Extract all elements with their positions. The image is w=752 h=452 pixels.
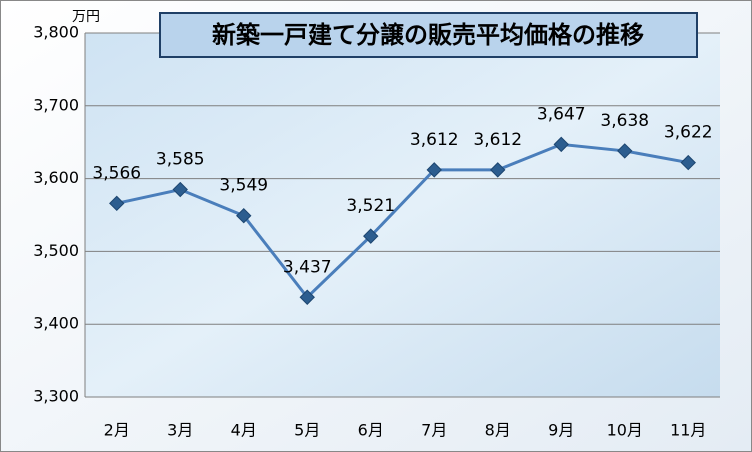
x-tick-label: 3月 (167, 421, 193, 440)
data-label: 3,585 (156, 150, 205, 170)
data-point (236, 208, 252, 224)
x-tick-label: 5月 (294, 421, 320, 440)
data-point (426, 162, 442, 178)
data-label: 3,612 (410, 130, 459, 150)
data-point (172, 181, 188, 198)
data-point (680, 154, 696, 171)
x-tick-label: 11月 (670, 421, 706, 440)
x-tick-label: 6月 (358, 421, 384, 440)
data-label: 3,521 (346, 196, 395, 216)
data-label: 3,612 (473, 130, 522, 150)
data-label: 3,622 (664, 123, 713, 143)
y-tick-label: 3,600 (33, 168, 79, 187)
plot-area (85, 33, 720, 397)
x-tick-label: 7月 (421, 421, 447, 440)
y-tick-label: 3,300 (33, 387, 79, 406)
data-point (553, 136, 569, 153)
x-tick-label: 4月 (231, 421, 257, 440)
data-label: 3,549 (219, 176, 268, 196)
y-tick-label: 3,700 (33, 95, 79, 114)
x-tick-label: 9月 (548, 421, 574, 440)
y-unit: 万円 (72, 9, 100, 25)
x-tick-label: 10月 (607, 421, 643, 440)
data-label: 3,437 (283, 257, 332, 277)
series-line (116, 142, 689, 300)
data-point (490, 162, 506, 178)
data-label: 3,638 (600, 111, 649, 131)
chart-title: 新築一戸建て分譲の販売平均価格の推移 (212, 21, 644, 49)
y-tick-label: 3,500 (33, 241, 79, 260)
title-box (159, 12, 698, 58)
x-tick-label: 8月 (485, 421, 511, 440)
y-tick-label: 3,800 (33, 23, 79, 42)
data-label: 3,566 (92, 163, 141, 183)
data-point (109, 195, 125, 212)
data-label: 3,647 (537, 104, 586, 124)
data-point (617, 143, 633, 159)
data-point (299, 289, 315, 305)
data-point (363, 228, 379, 244)
y-tick-label: 3,400 (33, 314, 79, 333)
x-tick-label: 2月 (104, 421, 130, 440)
